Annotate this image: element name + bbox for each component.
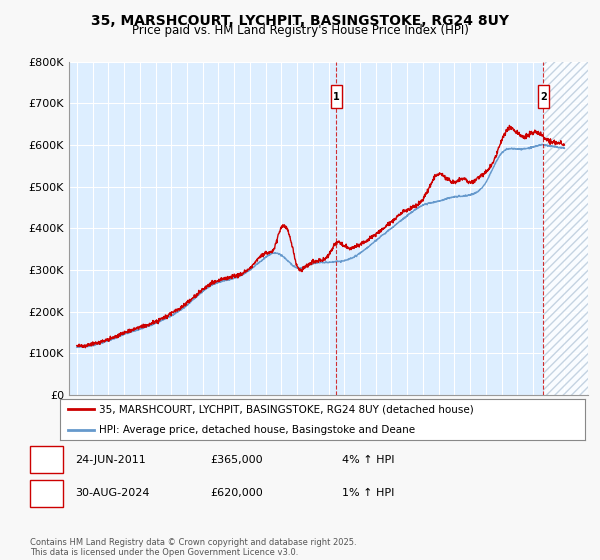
FancyBboxPatch shape	[331, 85, 341, 108]
Bar	[544, 62, 588, 395]
Text: 35, MARSHCOURT, LYCHPIT, BASINGSTOKE, RG24 8UY: 35, MARSHCOURT, LYCHPIT, BASINGSTOKE, RG…	[91, 14, 509, 28]
Text: 30-AUG-2024: 30-AUG-2024	[75, 488, 149, 498]
Text: 1: 1	[43, 455, 50, 465]
Text: 4% ↑ HPI: 4% ↑ HPI	[342, 455, 395, 465]
Text: 1: 1	[332, 92, 340, 101]
Text: Price paid vs. HM Land Registry's House Price Index (HPI): Price paid vs. HM Land Registry's House …	[131, 24, 469, 37]
Text: £620,000: £620,000	[210, 488, 263, 498]
FancyBboxPatch shape	[538, 85, 549, 108]
Text: 2: 2	[540, 92, 547, 101]
Text: HPI: Average price, detached house, Basingstoke and Deane: HPI: Average price, detached house, Basi…	[100, 424, 415, 435]
Text: 24-JUN-2011: 24-JUN-2011	[75, 455, 146, 465]
Text: 2: 2	[43, 488, 50, 498]
Text: 35, MARSHCOURT, LYCHPIT, BASINGSTOKE, RG24 8UY (detached house): 35, MARSHCOURT, LYCHPIT, BASINGSTOKE, RG…	[100, 404, 474, 414]
Text: £365,000: £365,000	[210, 455, 263, 465]
Text: 1% ↑ HPI: 1% ↑ HPI	[342, 488, 394, 498]
Text: Contains HM Land Registry data © Crown copyright and database right 2025.
This d: Contains HM Land Registry data © Crown c…	[30, 538, 356, 557]
